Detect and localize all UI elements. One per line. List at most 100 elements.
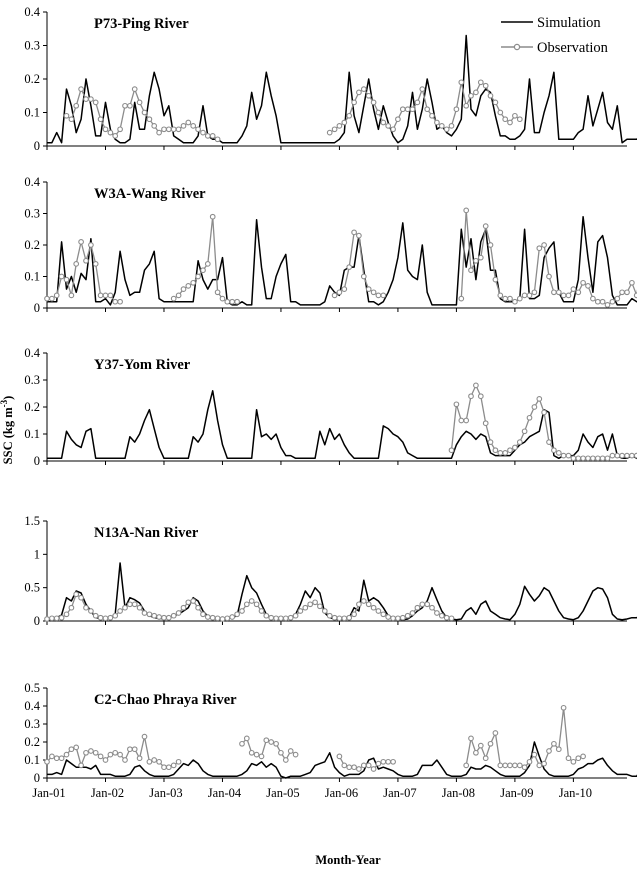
observation-point bbox=[92, 612, 99, 619]
observation-point bbox=[414, 99, 421, 106]
observation-point bbox=[473, 382, 479, 389]
y-tick-label: 0.2 bbox=[24, 735, 40, 749]
observation-point bbox=[68, 116, 75, 123]
observation-point bbox=[224, 615, 231, 622]
observation-point bbox=[531, 404, 538, 410]
observation-point bbox=[448, 615, 455, 622]
observation-point bbox=[292, 612, 299, 619]
legend-simulation-label: Simulation bbox=[537, 15, 601, 31]
observation-point bbox=[516, 116, 523, 123]
observation-point bbox=[175, 126, 182, 133]
observation-point bbox=[385, 758, 392, 765]
observation-point bbox=[477, 79, 484, 86]
observation-point bbox=[78, 239, 84, 245]
observation-point bbox=[53, 292, 60, 299]
observation-point bbox=[526, 758, 533, 765]
observation-point bbox=[429, 604, 435, 611]
panel-title: N13A-Nan River bbox=[94, 525, 199, 541]
observation-point bbox=[63, 112, 70, 119]
observation-point bbox=[44, 616, 50, 622]
observation-point bbox=[463, 762, 470, 769]
observation-point bbox=[594, 298, 601, 305]
observation-point bbox=[551, 447, 557, 454]
observation-point bbox=[156, 758, 162, 765]
observation-point bbox=[317, 603, 323, 610]
observation-point bbox=[473, 89, 479, 96]
observation-point bbox=[385, 123, 392, 129]
observation-point bbox=[229, 614, 236, 620]
observation-point bbox=[341, 119, 348, 126]
observation-point bbox=[438, 612, 445, 619]
observation-point bbox=[326, 612, 333, 619]
observation-point bbox=[487, 92, 494, 99]
observation-point bbox=[585, 283, 591, 289]
observation-point bbox=[122, 604, 128, 611]
observation-point bbox=[356, 601, 362, 608]
simulation-series-line bbox=[47, 741, 637, 779]
observation-point bbox=[331, 614, 338, 621]
observation-point bbox=[555, 289, 562, 296]
panel-title: P73-Ping River bbox=[94, 16, 189, 32]
observation-point bbox=[282, 757, 289, 763]
observation-point bbox=[44, 295, 50, 302]
observation-point bbox=[195, 273, 201, 280]
observation-point bbox=[521, 292, 528, 299]
y-axis-label-text: SSC (kg m bbox=[1, 407, 15, 465]
observation-point bbox=[356, 89, 362, 96]
observation-point bbox=[170, 126, 177, 133]
observation-point bbox=[165, 126, 172, 133]
observation-point bbox=[112, 133, 119, 139]
observation-point bbox=[409, 610, 416, 616]
observation-point bbox=[614, 295, 621, 302]
observation-point bbox=[209, 133, 216, 139]
observation-point bbox=[360, 598, 367, 604]
observation-point bbox=[365, 92, 372, 99]
observation-point bbox=[341, 286, 348, 292]
chart-legend: Simulation Observation bbox=[501, 15, 609, 56]
observation-point bbox=[302, 604, 309, 611]
observation-point bbox=[463, 417, 470, 424]
observation-point bbox=[526, 414, 533, 421]
observation-point bbox=[390, 126, 396, 133]
observation-point bbox=[526, 292, 533, 299]
observation-point bbox=[146, 611, 153, 618]
observation-point bbox=[92, 99, 99, 106]
observation-point bbox=[146, 758, 153, 765]
observation-point bbox=[619, 289, 625, 296]
observation-point bbox=[404, 106, 411, 113]
observation-point bbox=[555, 746, 562, 753]
observation-point bbox=[346, 614, 353, 621]
observation-point bbox=[127, 601, 133, 608]
observation-point bbox=[512, 444, 518, 451]
observation-point bbox=[102, 126, 109, 133]
observation-point bbox=[438, 123, 445, 129]
observation-point bbox=[399, 614, 406, 621]
observation-point bbox=[214, 289, 221, 296]
observation-point bbox=[117, 608, 123, 614]
observation-point bbox=[97, 753, 104, 760]
observation-point bbox=[497, 762, 504, 769]
y-tick-label: 1 bbox=[34, 547, 40, 561]
observation-point bbox=[609, 298, 616, 305]
y-tick-label: 0.4 bbox=[24, 699, 40, 713]
observation-point bbox=[190, 598, 197, 604]
observation-point bbox=[141, 109, 148, 116]
observation-point bbox=[200, 611, 206, 618]
observation-point bbox=[229, 298, 236, 305]
observation-point bbox=[282, 615, 289, 622]
observation-point bbox=[575, 755, 582, 762]
observation-point bbox=[239, 608, 245, 614]
observation-point bbox=[536, 396, 543, 402]
observation-point bbox=[594, 455, 601, 462]
observation-point bbox=[287, 614, 294, 621]
observation-point bbox=[131, 601, 138, 608]
observation-point bbox=[453, 401, 460, 408]
y-tick-label: 0.1 bbox=[24, 427, 40, 441]
observation-point bbox=[88, 96, 94, 102]
observation-point bbox=[63, 276, 70, 283]
y-tick-label: 0.2 bbox=[24, 400, 40, 414]
observation-point bbox=[146, 116, 153, 123]
observation-point bbox=[512, 112, 518, 119]
observation-point bbox=[204, 614, 211, 620]
observation-point bbox=[195, 604, 201, 611]
